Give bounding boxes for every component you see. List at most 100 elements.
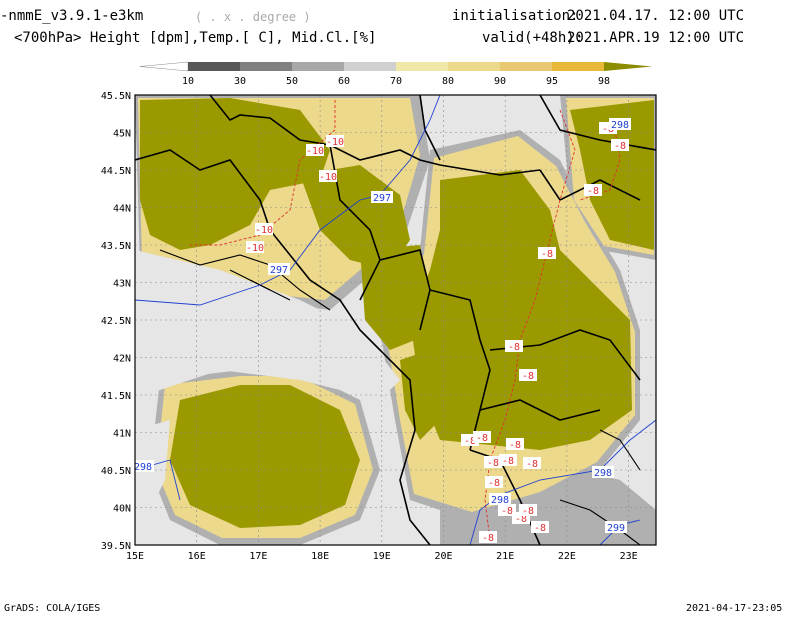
colour-legend: 10 30 50 60 70 80 90 95 98 — [139, 61, 652, 87]
valid-value: 2021.APR.19 12:00 UTC — [567, 30, 745, 46]
isotherm-label-bg — [319, 170, 337, 182]
isotherm-label-bg — [538, 247, 556, 259]
legend-tick-label: 60 — [338, 76, 350, 87]
isotherm-label: -8 — [602, 124, 614, 135]
legend-swatch — [500, 62, 552, 71]
lon-label: 15E — [126, 551, 144, 562]
isotherm-label: -8 — [541, 249, 553, 260]
map-subtitle: <700hPa> Height [dpm],Temp.[ C], Mid.Cl.… — [14, 30, 377, 46]
init-value: 2021.04.17. 12:00 UTC — [567, 8, 745, 24]
isotherm-label: -8 — [522, 506, 534, 517]
height-label: 298 — [134, 462, 152, 473]
legend-swatch — [604, 62, 652, 71]
isotherm-label-bg — [479, 531, 497, 543]
legend-tick-label: 80 — [442, 76, 454, 87]
lon-label: 20E — [434, 551, 452, 562]
isotherm-label-bg — [326, 135, 344, 147]
isotherm-label: -8 — [534, 523, 546, 534]
isotherm-label-bg — [523, 457, 541, 469]
lon-label: 16E — [188, 551, 206, 562]
isotherm-label-bg — [506, 438, 524, 450]
isotherm-label-bg — [519, 504, 537, 516]
height-label: 298 — [594, 468, 612, 479]
legend-tick-label: 10 — [182, 76, 194, 87]
legend-tick-label: 70 — [390, 76, 402, 87]
clear-sky-adriatic — [135, 250, 400, 530]
lon-label: 17E — [249, 551, 267, 562]
legend-tick-label: 50 — [286, 76, 298, 87]
isotherm-label: -8 — [587, 186, 599, 197]
isotherm-labels: -10-10-10-10-10-8-8-8-8-8-8-8 -8-8-8 -8 -8-… — [246, 122, 629, 544]
latitude-axis-labels: 45.5N 45N 44.5N 44N 43.5N 43N 42.5N 42N 41.5N 41N… — [101, 91, 131, 552]
lat-label: 42.5N — [101, 316, 131, 327]
isotherm-label: -8 — [502, 456, 514, 467]
init-label: initialisation: — [452, 8, 579, 24]
isotherm-label: -8 — [476, 433, 488, 444]
map-frame — [134, 94, 657, 546]
legend-swatch — [344, 62, 396, 71]
height-label: 298 — [491, 495, 509, 506]
isotherm-label: -8 — [482, 533, 494, 544]
lat-label: 45N — [113, 129, 131, 140]
lat-label: 40N — [113, 504, 131, 515]
legend-swatch — [552, 62, 604, 71]
lat-label: 41N — [113, 429, 131, 440]
lat-label: 42N — [113, 354, 131, 365]
height-label-bg — [371, 191, 393, 203]
height-label-bg — [592, 466, 614, 478]
legend-swatch — [448, 62, 500, 71]
coastline — [159, 249, 641, 545]
height-label: 299 — [607, 523, 625, 534]
isotherm-label-bg — [306, 144, 324, 156]
isotherm-label: -8 — [508, 342, 520, 353]
isotherm-label: -8 — [464, 436, 476, 447]
footer-timestamp: 2021-04-17-23:05 — [686, 603, 783, 614]
isotherm-label-bg — [484, 456, 502, 468]
legend-swatch — [188, 62, 240, 71]
lat-label: 43N — [113, 279, 131, 290]
height-label-bg — [489, 493, 511, 505]
height-contour-labels: 297 297 298 298 298 299 298 — [134, 118, 631, 534]
legend-tick-label: 30 — [234, 76, 246, 87]
isotherm-label-bg — [611, 139, 629, 151]
height-label: 298 — [611, 120, 629, 131]
lat-label: 43.5N — [101, 241, 131, 252]
isotherm-label: -8 — [501, 506, 513, 517]
isotherm-label-bg — [473, 431, 491, 443]
legend-swatch — [396, 62, 448, 71]
isotherm-label: -8 — [487, 458, 499, 469]
lat-label: 39.5N — [101, 541, 131, 552]
isotherm-label-bg — [246, 241, 264, 253]
isotherm-label-bg — [498, 504, 516, 516]
isotherm-label: -8 — [526, 459, 538, 470]
legend-swatch — [240, 62, 292, 71]
valid-label: valid(+48h): — [482, 30, 584, 46]
lon-label: 22E — [558, 551, 576, 562]
isotherm-label: -8 — [509, 440, 521, 451]
model-title: -nmmE_v3.9.1-e3km — [0, 8, 144, 24]
cloud-olive-dense — [140, 98, 654, 528]
isotherm-label: -10 — [255, 225, 273, 236]
legend-swatch — [139, 61, 189, 72]
isotherm-label: -8 — [522, 371, 534, 382]
height-label-bg — [268, 263, 290, 275]
height-label-bg — [609, 118, 631, 130]
lon-label: 23E — [620, 551, 638, 562]
lat-label: 45.5N — [101, 91, 131, 102]
isotherm-label-bg — [485, 476, 503, 488]
height-label: 297 — [270, 265, 288, 276]
footer-credit: GrADS: COLA/IGES — [4, 603, 101, 614]
isotherm-label: -8 — [614, 141, 626, 152]
height-label: 297 — [373, 193, 391, 204]
lat-label: 44.5N — [101, 166, 131, 177]
height-label-bg — [605, 521, 627, 533]
height-label-bg — [135, 460, 154, 472]
isotherm-label-bg — [531, 521, 549, 533]
isotherm-label-bg — [505, 340, 523, 352]
isotherm-label: -10 — [319, 172, 337, 183]
legend-tick-label: 90 — [494, 76, 506, 87]
isotherm-label: -10 — [246, 243, 264, 254]
legend-tick-label: 98 — [598, 76, 610, 87]
lon-label: 19E — [373, 551, 391, 562]
